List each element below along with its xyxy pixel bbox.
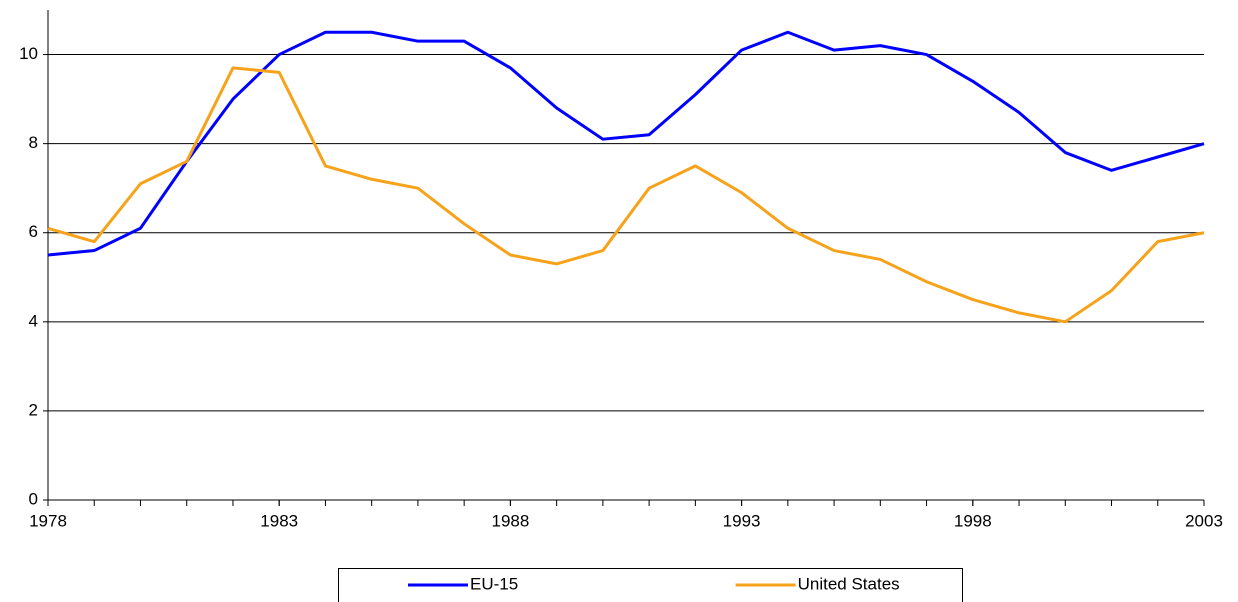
x-tick-label: 1978 <box>29 511 67 530</box>
x-tick-label: 2003 <box>1185 511 1223 530</box>
legend-label: United States <box>798 574 900 593</box>
y-tick-label: 8 <box>29 133 38 152</box>
series-line <box>47 30 1205 257</box>
y-tick-label: 4 <box>29 311 38 330</box>
y-tick-label: 0 <box>29 489 38 508</box>
x-tick-label: 1998 <box>954 511 992 530</box>
y-tick-label: 6 <box>29 222 38 241</box>
x-tick-label: 1988 <box>491 511 529 530</box>
series-line <box>47 66 1205 324</box>
y-tick-label: 10 <box>19 44 38 63</box>
y-tick-label: 2 <box>29 400 38 419</box>
x-tick-label: 1983 <box>260 511 298 530</box>
x-tick-label: 1993 <box>723 511 761 530</box>
legend-label: EU-15 <box>470 574 518 593</box>
